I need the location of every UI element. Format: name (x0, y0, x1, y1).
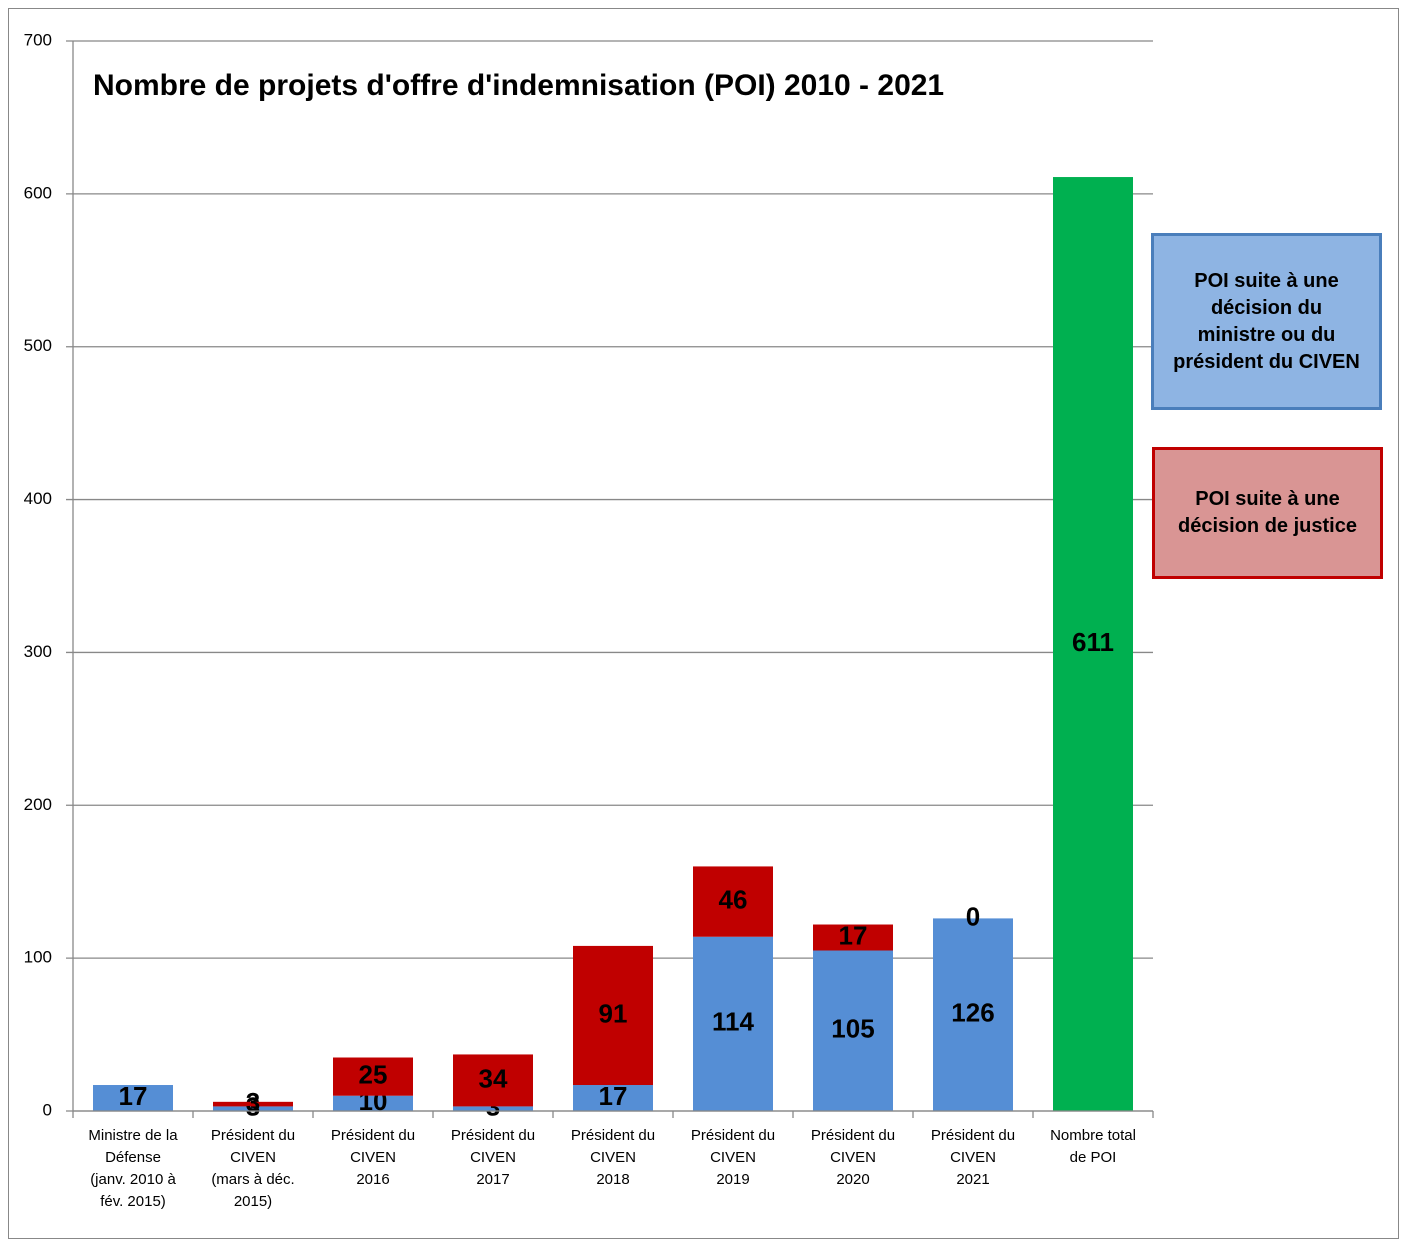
bar-segment (693, 866, 773, 937)
x-tick-label: CIVEN (350, 1149, 396, 1166)
bar-segment (1053, 177, 1133, 1112)
x-tick-label: Nombre total (1050, 1127, 1136, 1144)
x-tick-label: (mars à déc. (211, 1171, 294, 1188)
bar-segment (573, 945, 653, 1086)
data-label: 114 (712, 1007, 754, 1037)
bar-segment (453, 1054, 533, 1107)
data-label: 105 (831, 1014, 874, 1044)
data-label: 17 (839, 920, 868, 950)
legend-entry: POI suite à une décision du ministre ou … (1151, 233, 1382, 410)
x-tick-label: Président du (691, 1127, 775, 1144)
y-tick-label: 200 (24, 795, 52, 814)
x-tick-label: Ministre de la (88, 1127, 178, 1144)
bar-segment (813, 924, 893, 951)
bar-segment (453, 1106, 533, 1111)
y-tick-label: 400 (24, 489, 52, 508)
x-tick-label: 2016 (356, 1171, 389, 1188)
y-tick-label: 700 (24, 30, 52, 49)
x-tick-label: de POI (1070, 1149, 1117, 1166)
x-tick-label: Président du (211, 1127, 295, 1144)
y-tick-label: 500 (24, 336, 52, 355)
bar-segment (693, 936, 773, 1111)
data-label: 25 (359, 1059, 388, 1089)
x-tick-label: CIVEN (710, 1149, 756, 1166)
x-tick-label: 2019 (716, 1171, 749, 1188)
data-label: 0 (966, 901, 980, 931)
x-tick-label: CIVEN (230, 1149, 276, 1166)
bar-segment (813, 950, 893, 1111)
x-tick-label: 2020 (836, 1171, 869, 1188)
data-label: 17 (119, 1081, 148, 1111)
x-tick-label: Président du (571, 1127, 655, 1144)
x-tick-label: CIVEN (950, 1149, 996, 1166)
data-label: 611 (1072, 627, 1114, 657)
data-label: 3 (246, 1092, 260, 1122)
y-tick-label: 0 (43, 1100, 52, 1119)
bar-segment (573, 1085, 653, 1111)
y-tick-label: 600 (24, 183, 52, 202)
data-label: 126 (951, 998, 994, 1028)
x-tick-label: CIVEN (590, 1149, 636, 1166)
y-tick-label: 300 (24, 642, 52, 661)
x-tick-label: Président du (331, 1127, 415, 1144)
data-label: 91 (599, 998, 628, 1028)
x-tick-label: (janv. 2010 à (90, 1171, 176, 1188)
x-tick-label: CIVEN (470, 1149, 516, 1166)
x-tick-label: Défense (105, 1149, 161, 1166)
x-tick-label: fév. 2015) (100, 1193, 166, 1210)
x-tick-label: 2018 (596, 1171, 629, 1188)
x-tick-label: CIVEN (830, 1149, 876, 1166)
bar-segment (213, 1101, 293, 1107)
y-tick-label: 100 (24, 948, 52, 967)
x-tick-label: 2015) (234, 1193, 272, 1210)
legend-entry: POI suite à une décision de justice (1152, 447, 1383, 579)
bar-segment (333, 1057, 413, 1096)
x-tick-label: Président du (451, 1127, 535, 1144)
bar-segment (213, 1106, 293, 1111)
data-label: 34 (479, 1063, 508, 1093)
x-tick-label: Président du (931, 1127, 1015, 1144)
bar-segment (933, 918, 1013, 1111)
data-label: 3 (246, 1087, 260, 1117)
data-label: 46 (719, 884, 748, 914)
chart-border (8, 8, 1399, 1239)
x-tick-label: 2021 (956, 1171, 989, 1188)
chart-title: Nombre de projets d'offre d'indemnisatio… (93, 69, 944, 102)
bar-segment (333, 1095, 413, 1111)
data-label: 17 (599, 1081, 628, 1111)
bar-segment (93, 1085, 173, 1111)
x-tick-label: 2017 (476, 1171, 509, 1188)
x-tick-label: Président du (811, 1127, 895, 1144)
